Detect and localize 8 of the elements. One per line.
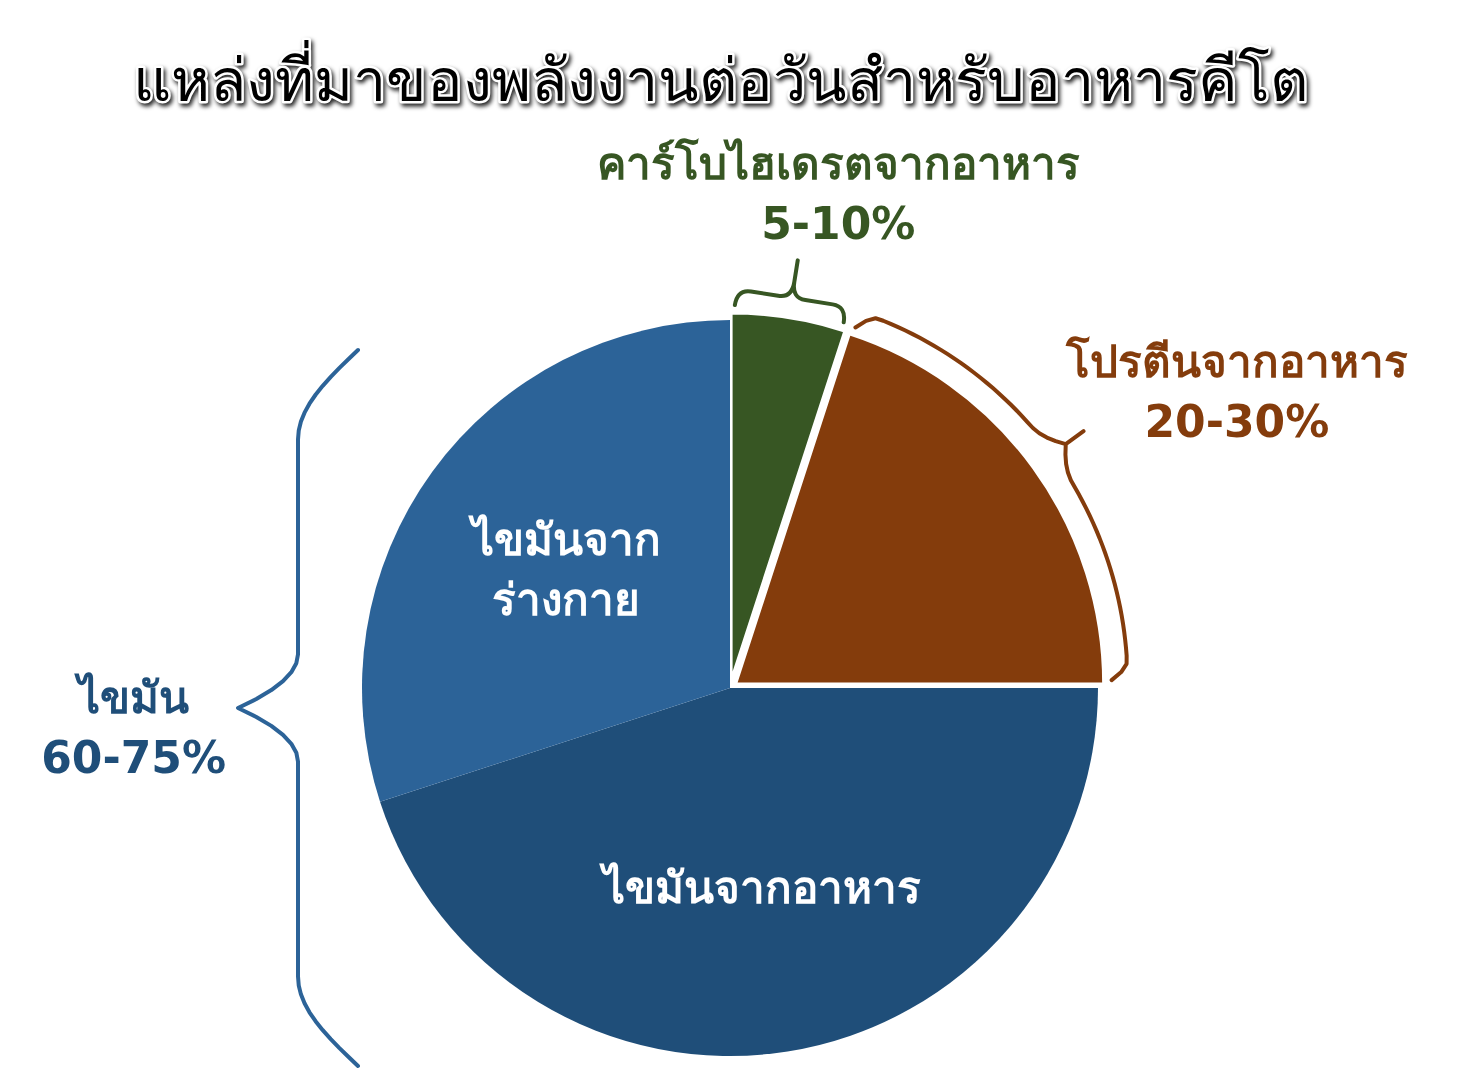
slice-label: ไขมันจากอาหาร [598,862,921,914]
data-label: 20-30% [1144,395,1330,447]
slice-label: โปรตีนจากอาหาร [1064,334,1408,387]
text: ไขมัน 60-75% [41,672,226,784]
data-label: 5-10% [761,197,916,249]
slice-label: คาร์โบไฮเดรตจากอาหาร [596,136,1080,189]
slice-label: ไขมันจากร่างกาย [467,513,661,625]
chart-title: แหล่งที่มาของพลังงานต่อวันสำหรับอาหารคีโต [132,39,1308,115]
